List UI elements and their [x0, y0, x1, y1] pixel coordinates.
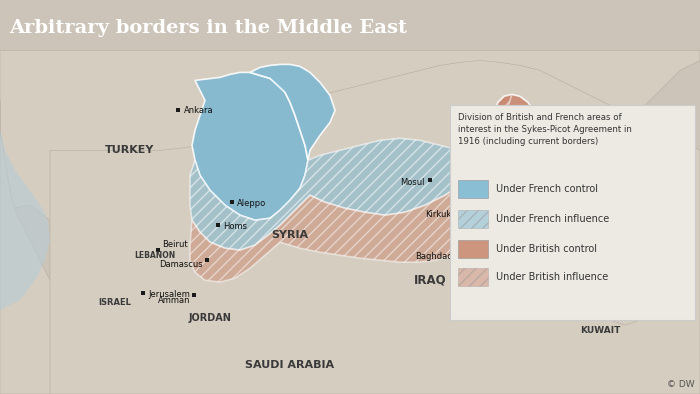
Text: KUWAIT: KUWAIT [580, 325, 620, 335]
Text: Arbitrary borders in the Middle East: Arbitrary borders in the Middle East [9, 19, 407, 37]
Text: ISRAEL: ISRAEL [99, 297, 132, 307]
FancyBboxPatch shape [458, 268, 488, 286]
Text: Under French influence: Under French influence [496, 214, 609, 224]
Text: © DW: © DW [667, 380, 695, 389]
Polygon shape [0, 50, 700, 394]
Text: Under British influence: Under British influence [496, 272, 608, 282]
Text: SYRIA: SYRIA [272, 230, 309, 240]
Text: Baghdad: Baghdad [415, 252, 453, 261]
Polygon shape [190, 138, 475, 250]
Polygon shape [50, 60, 700, 394]
Text: Basra: Basra [465, 314, 489, 323]
FancyBboxPatch shape [458, 210, 488, 228]
Polygon shape [470, 95, 555, 220]
Text: Beirut: Beirut [162, 240, 188, 249]
FancyBboxPatch shape [458, 180, 488, 198]
Text: Amman: Amman [158, 296, 190, 305]
Text: Ankara: Ankara [184, 106, 213, 115]
Polygon shape [250, 64, 335, 160]
Polygon shape [192, 72, 308, 220]
Text: SAUDI ARABIA: SAUDI ARABIA [246, 360, 335, 370]
Polygon shape [190, 95, 512, 282]
Text: TURKEY: TURKEY [105, 145, 155, 155]
Text: LEBANON: LEBANON [134, 251, 176, 260]
Text: Jerusalem: Jerusalem [148, 290, 190, 299]
Text: Aleppo: Aleppo [237, 199, 266, 208]
Text: Kirkuk: Kirkuk [425, 210, 451, 219]
Polygon shape [0, 50, 700, 225]
FancyBboxPatch shape [450, 105, 695, 320]
Text: Damascus: Damascus [160, 260, 203, 269]
Polygon shape [590, 278, 650, 325]
Text: Homs: Homs [223, 222, 247, 231]
Text: Under British control: Under British control [496, 244, 597, 254]
Polygon shape [0, 100, 90, 394]
Text: Division of British and French areas of
interest in the Sykes-Picot Agreement in: Division of British and French areas of … [458, 113, 632, 146]
Text: JORDAN: JORDAN [188, 313, 232, 323]
Text: Under French control: Under French control [496, 184, 598, 194]
Polygon shape [0, 130, 50, 310]
FancyBboxPatch shape [458, 240, 488, 258]
Text: Mosul: Mosul [400, 178, 425, 187]
Text: IRAQ: IRAQ [414, 274, 447, 287]
